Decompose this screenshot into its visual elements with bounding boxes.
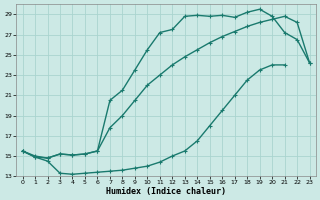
X-axis label: Humidex (Indice chaleur): Humidex (Indice chaleur) <box>106 187 226 196</box>
